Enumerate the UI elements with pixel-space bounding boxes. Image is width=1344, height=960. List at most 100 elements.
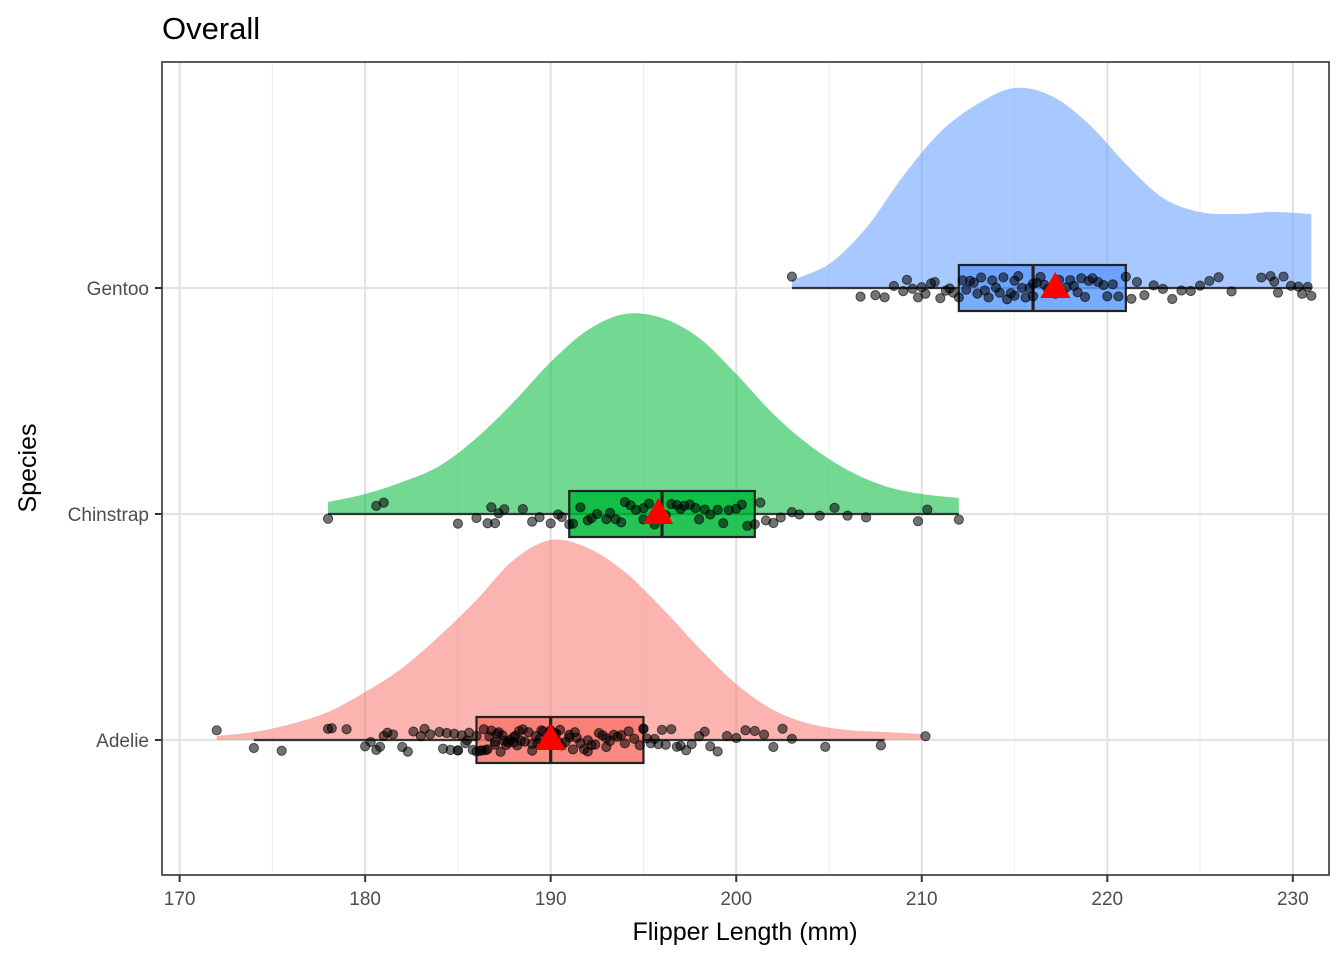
data-point-adelie: [686, 739, 697, 750]
data-point-chinstrap: [736, 499, 747, 510]
data-point-chinstrap: [953, 514, 964, 525]
y-tick-label: Chinstrap: [68, 505, 149, 526]
y-axis: Adelie Chinstrap Gentoo: [68, 279, 162, 752]
data-point-chinstrap: [486, 502, 497, 513]
data-point-adelie: [248, 742, 259, 754]
panel-border: [161, 61, 1330, 876]
data-point-gentoo: [1027, 291, 1039, 302]
data-point-chinstrap: [829, 502, 840, 513]
x-tick-label: 180: [349, 889, 381, 910]
data-point-adelie: [875, 740, 887, 751]
x-tick-label: 220: [1091, 889, 1123, 910]
data-point-chinstrap: [556, 511, 567, 523]
data-point-gentoo: [1102, 291, 1113, 302]
data-point-chinstrap: [527, 516, 538, 527]
data-point-gentoo: [998, 272, 1009, 283]
data-point-chinstrap: [471, 512, 482, 524]
data-point-adelie: [749, 725, 760, 737]
data-point-gentoo: [1157, 283, 1169, 295]
data-point-gentoo: [1098, 279, 1109, 291]
data-point-chinstrap: [755, 497, 766, 508]
data-point-chinstrap: [694, 514, 705, 525]
chart-title: Overall: [162, 11, 260, 46]
data-point-adelie: [567, 744, 579, 755]
data-point-adelie: [211, 725, 222, 736]
data-point-gentoo: [1167, 293, 1178, 305]
data-point-chinstrap: [842, 510, 853, 521]
data-point-chinstrap: [712, 504, 723, 515]
data-point-chinstrap: [794, 509, 805, 520]
data-point-adelie: [786, 733, 797, 744]
density-cloud-adelie: [216, 539, 922, 740]
data-point-chinstrap: [768, 517, 779, 529]
data-point-chinstrap: [616, 517, 627, 528]
data-point-chinstrap: [545, 518, 556, 529]
data-point-gentoo: [855, 291, 866, 302]
data-point-gentoo: [1213, 272, 1224, 283]
data-point-adelie: [495, 746, 506, 758]
data-point-chinstrap: [378, 497, 389, 508]
data-point-chinstrap: [922, 504, 933, 515]
data-point-chinstrap: [604, 507, 616, 519]
data-point-gentoo: [1126, 293, 1137, 304]
data-point-gentoo: [786, 271, 797, 282]
data-point-adelie: [489, 736, 501, 748]
mean-marker-chinstrap: [643, 498, 674, 524]
data-point-gentoo: [1272, 287, 1284, 298]
data-point-gentoo: [888, 280, 900, 292]
data-point-adelie: [387, 729, 399, 740]
data-point-adelie: [452, 745, 464, 756]
data-point-adelie: [471, 730, 482, 742]
x-axis: 170 180 190 200 210 220 230: [164, 875, 1309, 910]
data-point-adelie: [402, 746, 413, 757]
data-point-gentoo: [920, 288, 931, 299]
data-point-gentoo: [1176, 285, 1187, 296]
data-point-gentoo: [1107, 279, 1118, 290]
data-point-gentoo: [1226, 286, 1237, 297]
data-point-adelie: [408, 726, 419, 737]
data-point-gentoo: [976, 272, 987, 283]
data-point-gentoo: [1185, 285, 1196, 297]
data-point-adelie: [705, 741, 716, 752]
data-points: [211, 270, 1317, 758]
data-point-gentoo: [1139, 290, 1150, 301]
data-point-adelie: [666, 724, 677, 735]
data-point-gentoo: [1204, 275, 1215, 287]
data-point-adelie: [721, 730, 733, 742]
data-point-adelie: [326, 723, 337, 734]
data-point-adelie: [482, 744, 493, 755]
y-axis-title: Species: [14, 424, 42, 513]
data-point-adelie: [623, 726, 634, 737]
data-point-adelie: [768, 741, 779, 753]
data-point-adelie: [374, 741, 386, 752]
data-point-gentoo: [1131, 276, 1143, 288]
data-point-adelie: [638, 723, 649, 734]
data-point-chinstrap: [322, 513, 334, 524]
data-point-adelie: [740, 725, 751, 736]
data-point-adelie: [699, 726, 710, 737]
data-point-chinstrap: [705, 509, 716, 520]
data-point-chinstrap: [718, 518, 729, 529]
data-point-adelie: [820, 741, 831, 753]
data-point-gentoo: [1278, 271, 1289, 282]
data-point-adelie: [920, 731, 931, 742]
data-point-gentoo: [1302, 281, 1313, 293]
data-point-gentoo: [1072, 287, 1083, 298]
data-point-chinstrap: [517, 503, 528, 515]
data-point-gentoo: [935, 293, 946, 304]
data-point-gentoo: [983, 292, 994, 303]
y-tick-label: Gentoo: [87, 279, 149, 300]
data-point-chinstrap: [489, 518, 501, 529]
x-tick-label: 170: [164, 889, 196, 910]
data-point-adelie: [656, 724, 668, 735]
x-tick-label: 190: [535, 889, 567, 910]
y-tick-label: Adelie: [96, 731, 149, 752]
data-point-chinstrap: [749, 519, 760, 530]
data-point-adelie: [276, 745, 287, 756]
x-tick-label: 230: [1277, 889, 1309, 910]
data-point-gentoo: [879, 292, 890, 303]
data-point-gentoo: [1306, 290, 1317, 301]
data-point-chinstrap: [690, 502, 701, 514]
data-point-adelie: [629, 733, 640, 744]
